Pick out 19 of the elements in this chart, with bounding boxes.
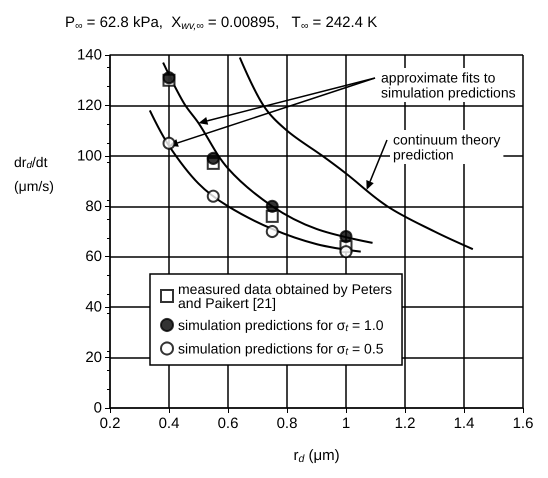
annotation: approximate fits to simulation predictions xyxy=(381,70,516,100)
y-tick-label: 20 xyxy=(85,349,102,366)
y-tick-label: 80 xyxy=(85,198,102,215)
x-tick-label: 0.8 xyxy=(276,415,298,432)
y-tick-label: 120 xyxy=(76,96,102,114)
y-tick-label: 140 xyxy=(76,46,102,64)
x-tick-label: 1.4 xyxy=(454,415,474,432)
x-tick-label: 0.2 xyxy=(100,415,120,432)
y-tick-label: 0 xyxy=(94,400,102,416)
x-tick-label: 1.6 xyxy=(512,415,534,432)
x-tick-label: 0.4 xyxy=(158,415,180,432)
annotation: continuum theory prediction xyxy=(393,132,500,162)
y-tick-label: 100 xyxy=(76,147,102,164)
legend-label: measured data obtained by Peters and Paikert [21] xyxy=(178,281,392,311)
x-tick-label: 0.6 xyxy=(218,415,238,432)
x-tick-label: 1 xyxy=(342,415,350,432)
y-tick-label: 40 xyxy=(85,298,102,316)
x-tick-label: 1.2 xyxy=(394,415,416,432)
y-tick-label: 60 xyxy=(85,248,102,266)
